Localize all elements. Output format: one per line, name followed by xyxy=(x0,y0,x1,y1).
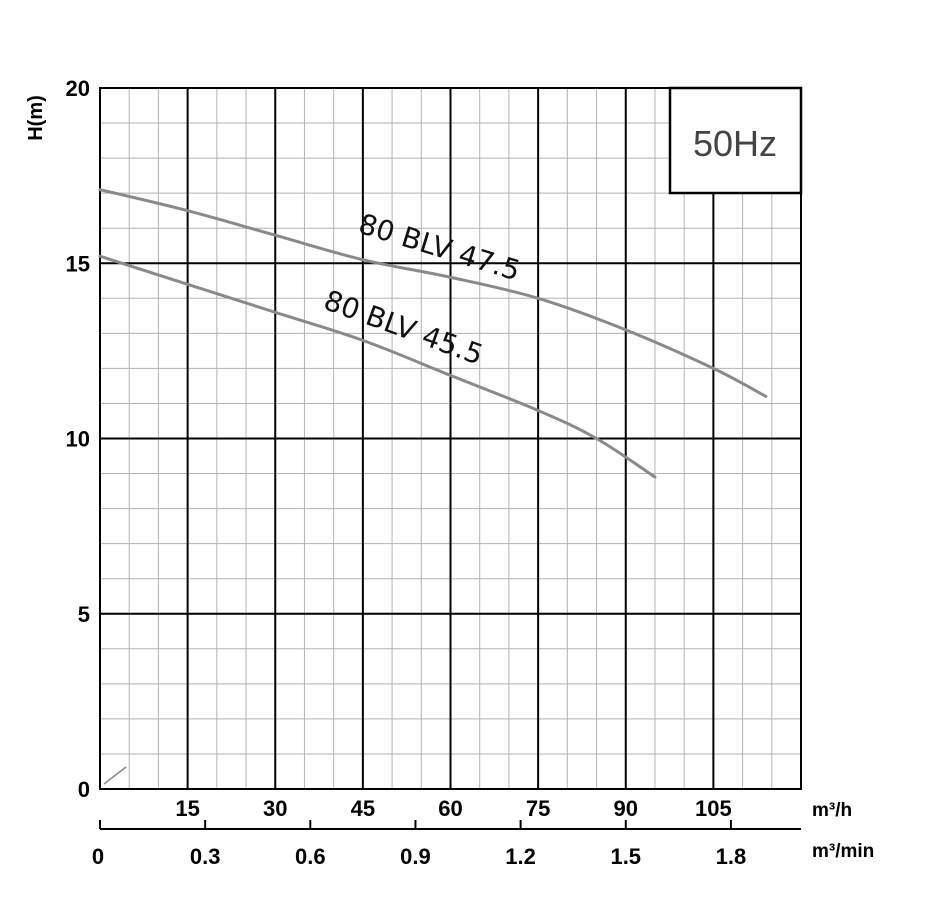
frequency-box-frame xyxy=(668,86,803,195)
y-axis-label: H(m) xyxy=(25,95,47,141)
major-grid xyxy=(100,88,801,789)
x-tick-label: 105 xyxy=(695,796,732,821)
y-tick-labels: 0 5 10 15 20 xyxy=(66,76,90,802)
x-tick-label: 15 xyxy=(175,796,199,821)
secondary-axis-tick-label: 0.9 xyxy=(400,844,431,869)
secondary-axis-tick-label: 1.5 xyxy=(610,844,641,869)
y-tick-label: 0 xyxy=(78,777,90,802)
secondary-axis-tick-label: 0.3 xyxy=(190,844,221,869)
x-tick-label: 75 xyxy=(526,796,550,821)
series-curve xyxy=(98,188,768,398)
y-tick-label: 15 xyxy=(66,251,90,276)
secondary-axis-tick-label: 1.8 xyxy=(716,844,747,869)
x-tick-labels: 15 30 45 60 75 90 105 xyxy=(175,796,731,821)
x-unit-primary: m³/h xyxy=(812,800,852,821)
frequency-box: 50Hz xyxy=(668,86,803,195)
series-curve-label: 80 BLV 45.5 xyxy=(320,284,488,372)
x-tick-label: 60 xyxy=(438,796,462,821)
secondary-axis-tick-label: 0.6 xyxy=(295,844,326,869)
secondary-axis-tick-labels: 0 0.3 0.6 0.9 1.2 1.5 1.8 xyxy=(92,844,746,869)
plot-frame xyxy=(99,87,802,790)
x-tick-label: 30 xyxy=(263,796,287,821)
origin-tick-mark xyxy=(103,766,127,785)
secondary-axis-tick-label: 1.2 xyxy=(505,844,536,869)
secondary-axis-tick-label: 0 xyxy=(92,844,104,869)
y-tick-label: 20 xyxy=(66,76,90,101)
x-tick-label: 45 xyxy=(351,796,375,821)
y-tick-label: 5 xyxy=(78,602,90,627)
y-tick-label: 10 xyxy=(66,427,90,452)
frequency-label: 50Hz xyxy=(693,123,777,164)
secondary-axis-ticks xyxy=(99,820,732,829)
x-unit-secondary: m³/min xyxy=(812,841,874,862)
series-curve xyxy=(98,254,657,479)
x-tick-label: 90 xyxy=(614,796,638,821)
